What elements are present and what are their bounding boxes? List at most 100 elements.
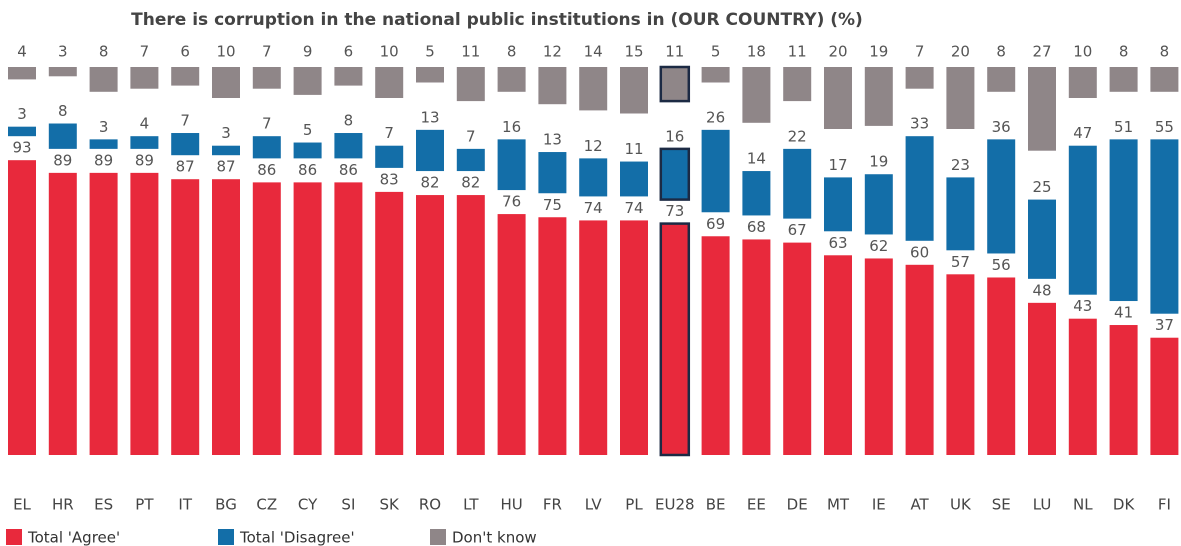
value-label: 3 xyxy=(221,124,231,142)
disagree-bar xyxy=(701,129,730,213)
value-label: 8 xyxy=(344,112,354,130)
value-label: 76 xyxy=(502,193,521,211)
dont-know-bar xyxy=(497,67,526,92)
disagree-bar xyxy=(905,136,934,241)
value-label: 13 xyxy=(543,131,562,149)
x-tick-label: LV xyxy=(585,496,603,514)
dont-know-bar xyxy=(252,67,281,89)
dont-know-bar xyxy=(987,67,1016,92)
value-label: 14 xyxy=(584,43,603,61)
x-tick-label: LT xyxy=(463,496,479,514)
value-label: 7 xyxy=(915,43,925,61)
dont-know-bar xyxy=(212,67,240,98)
value-label: 73 xyxy=(665,202,684,220)
disagree-bar xyxy=(620,161,648,197)
value-label: 8 xyxy=(1119,43,1129,61)
value-label: 16 xyxy=(502,118,521,136)
dont-know-bar xyxy=(171,67,200,86)
x-tick-label: LU xyxy=(1033,496,1052,514)
value-label: 7 xyxy=(384,124,394,142)
x-tick-label: AT xyxy=(910,496,929,514)
dont-know-bar xyxy=(659,65,691,103)
value-label: 86 xyxy=(257,161,276,179)
value-label: 11 xyxy=(461,43,480,61)
disagree-bar xyxy=(252,136,281,159)
value-label: 37 xyxy=(1155,316,1174,334)
disagree-bar xyxy=(538,152,567,194)
dont-know-bar xyxy=(1068,67,1097,98)
disagree-bar xyxy=(48,123,77,149)
value-label: 9 xyxy=(303,43,313,61)
value-label: 4 xyxy=(17,43,27,61)
value-label: 41 xyxy=(1114,304,1133,322)
legend-swatch xyxy=(218,529,234,545)
value-label: 10 xyxy=(1073,43,1092,61)
value-label: 62 xyxy=(869,237,888,255)
agree-bar xyxy=(416,195,444,455)
dont-know-bar xyxy=(334,67,363,86)
agree-bar xyxy=(905,264,934,455)
disagree-bar xyxy=(171,133,200,156)
disagree-bar xyxy=(946,177,975,251)
disagree-bar xyxy=(1028,199,1056,279)
value-label: 19 xyxy=(869,153,888,171)
x-tick-label: UK xyxy=(950,496,972,514)
value-label: 87 xyxy=(176,158,195,176)
value-label: 51 xyxy=(1114,118,1133,136)
legend-swatch xyxy=(6,529,22,545)
disagree-bar xyxy=(824,177,852,232)
x-tick-label: FR xyxy=(543,496,562,514)
dont-know-bar xyxy=(783,67,812,102)
dont-know-bar xyxy=(48,67,77,77)
value-label: 22 xyxy=(788,127,807,145)
agree-bar xyxy=(1109,325,1138,455)
value-label: 86 xyxy=(298,161,317,179)
disagree-bar xyxy=(130,136,159,149)
agree-bar xyxy=(334,182,363,455)
dont-know-bar xyxy=(742,67,771,123)
dont-know-bar xyxy=(456,67,485,102)
dont-know-bar xyxy=(375,67,404,98)
legend-label: Don't know xyxy=(452,529,537,546)
dont-know-bar xyxy=(946,67,975,129)
value-label: 5 xyxy=(303,121,313,139)
value-label: 3 xyxy=(17,105,27,123)
x-tick-label: CY xyxy=(298,496,318,514)
disagree-bar xyxy=(1150,139,1179,314)
value-label: 68 xyxy=(747,218,766,236)
x-tick-label: FI xyxy=(1158,496,1171,514)
disagree-bar xyxy=(1068,145,1097,295)
x-tick-label: PL xyxy=(625,496,643,514)
disagree-bar xyxy=(659,147,691,201)
value-label: 5 xyxy=(711,43,721,61)
x-tick-label: RO xyxy=(419,496,441,514)
disagree-bar xyxy=(293,142,322,159)
dont-know-bar xyxy=(416,67,444,83)
value-label: 43 xyxy=(1073,297,1092,315)
value-label: 7 xyxy=(140,43,150,61)
x-tick-label: SK xyxy=(380,496,401,514)
disagree-bar xyxy=(579,158,608,197)
agree-bar xyxy=(783,242,812,455)
x-tick-label: CZ xyxy=(256,496,277,514)
agree-bar xyxy=(293,182,322,455)
x-tick-label: ES xyxy=(94,496,113,514)
agree-bar xyxy=(579,220,608,455)
value-label: 3 xyxy=(58,43,68,61)
x-tick-label: BG xyxy=(215,496,237,514)
x-tick-label: HR xyxy=(52,496,74,514)
dont-know-bar xyxy=(538,67,567,105)
disagree-bar xyxy=(497,139,526,191)
value-label: 6 xyxy=(344,43,354,61)
value-label: 23 xyxy=(951,156,970,174)
agree-bar xyxy=(89,172,118,455)
dont-know-bar xyxy=(620,67,648,114)
legend-label: Total 'Disagree' xyxy=(239,529,355,546)
value-label: 89 xyxy=(53,151,72,169)
value-label: 57 xyxy=(951,253,970,271)
value-label: 7 xyxy=(262,115,272,133)
value-label: 7 xyxy=(180,112,190,130)
value-label: 82 xyxy=(420,174,439,192)
disagree-bar xyxy=(8,126,36,137)
agree-bar xyxy=(252,182,281,455)
